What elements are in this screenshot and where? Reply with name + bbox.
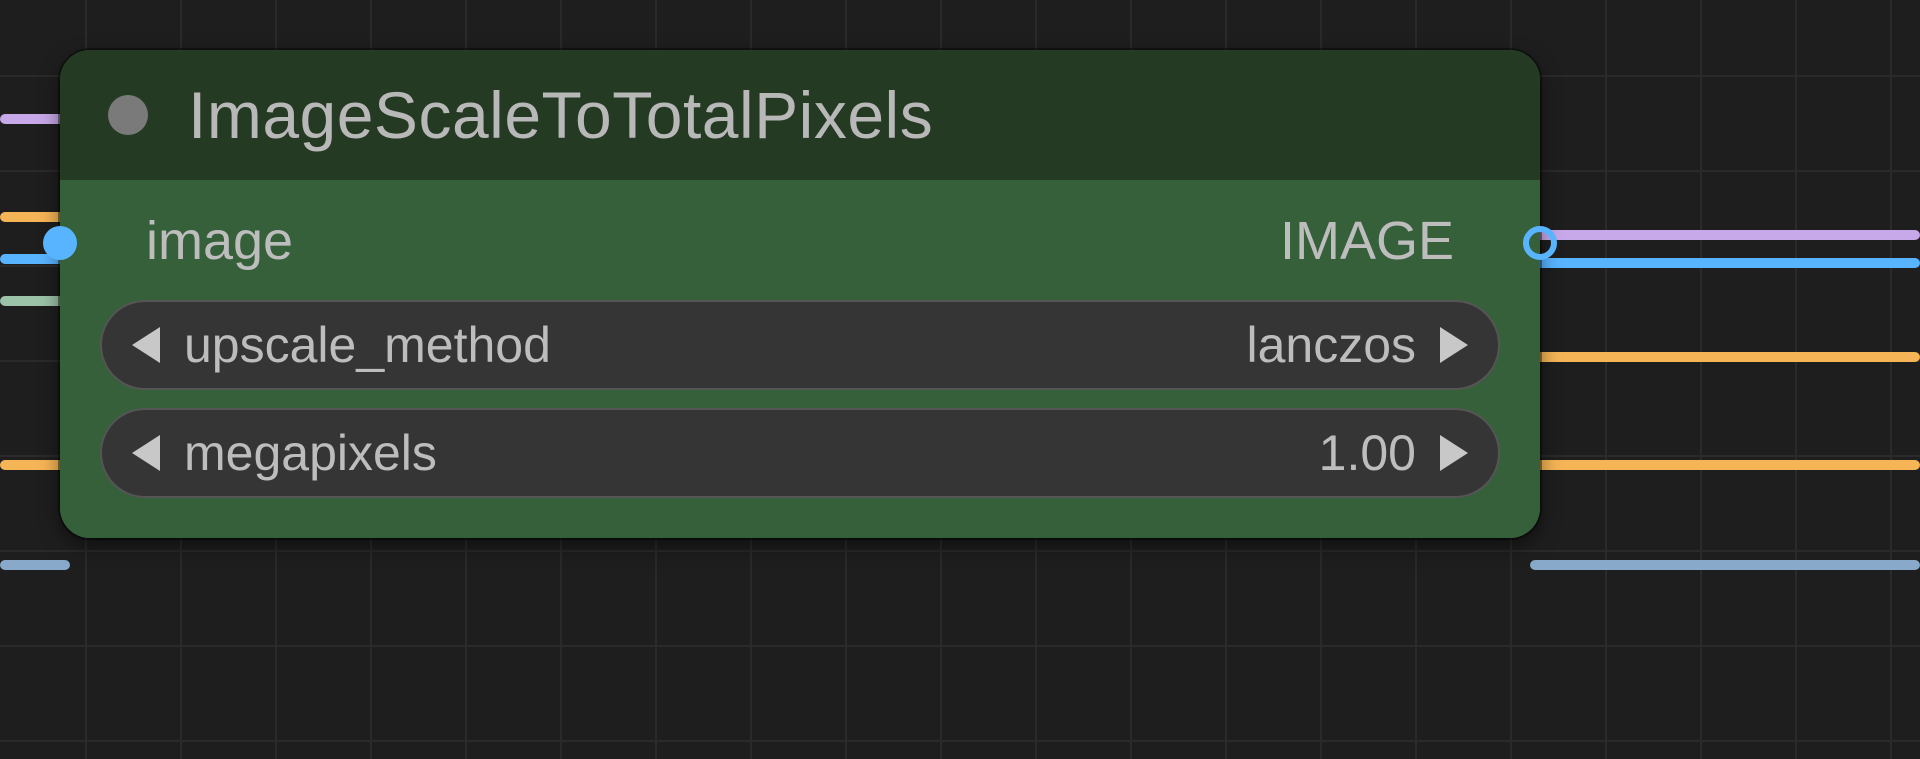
arrow-right-icon[interactable] — [1440, 327, 1468, 363]
connection-wire[interactable] — [1530, 230, 1920, 240]
arrow-left-icon[interactable] — [132, 327, 160, 363]
widget-label: megapixels — [184, 424, 437, 482]
arrow-left-icon[interactable] — [132, 435, 160, 471]
node-header[interactable]: ImageScaleToTotalPixels — [60, 50, 1540, 180]
node-image-scale-to-total-pixels[interactable]: ImageScaleToTotalPixels image IMAGE upsc… — [60, 50, 1540, 538]
io-row: image IMAGE — [100, 210, 1500, 272]
widget-value[interactable]: lanczos — [1246, 316, 1416, 374]
widget-megapixels[interactable]: megapixels 1.00 — [100, 408, 1500, 498]
widget-value[interactable]: 1.00 — [1319, 424, 1416, 482]
connection-wire[interactable] — [1530, 258, 1920, 268]
node-body: image IMAGE upscale_method lanczos megap… — [60, 180, 1540, 538]
connection-wire[interactable] — [0, 560, 70, 570]
connection-wire[interactable] — [1530, 560, 1920, 570]
input-port-image[interactable] — [43, 226, 77, 260]
output-label: IMAGE — [1280, 210, 1454, 272]
output-slot-image[interactable]: IMAGE — [1280, 210, 1490, 272]
arrow-right-icon[interactable] — [1440, 435, 1468, 471]
connection-wire[interactable] — [1530, 460, 1920, 470]
connection-wire[interactable] — [1530, 352, 1920, 362]
node-collapse-dot-icon[interactable] — [108, 95, 148, 135]
input-slot-image[interactable]: image — [110, 210, 293, 272]
output-port-image[interactable] — [1523, 226, 1557, 260]
input-label: image — [146, 210, 293, 272]
widget-label: upscale_method — [184, 316, 551, 374]
widget-upscale-method[interactable]: upscale_method lanczos — [100, 300, 1500, 390]
node-title: ImageScaleToTotalPixels — [188, 77, 933, 153]
